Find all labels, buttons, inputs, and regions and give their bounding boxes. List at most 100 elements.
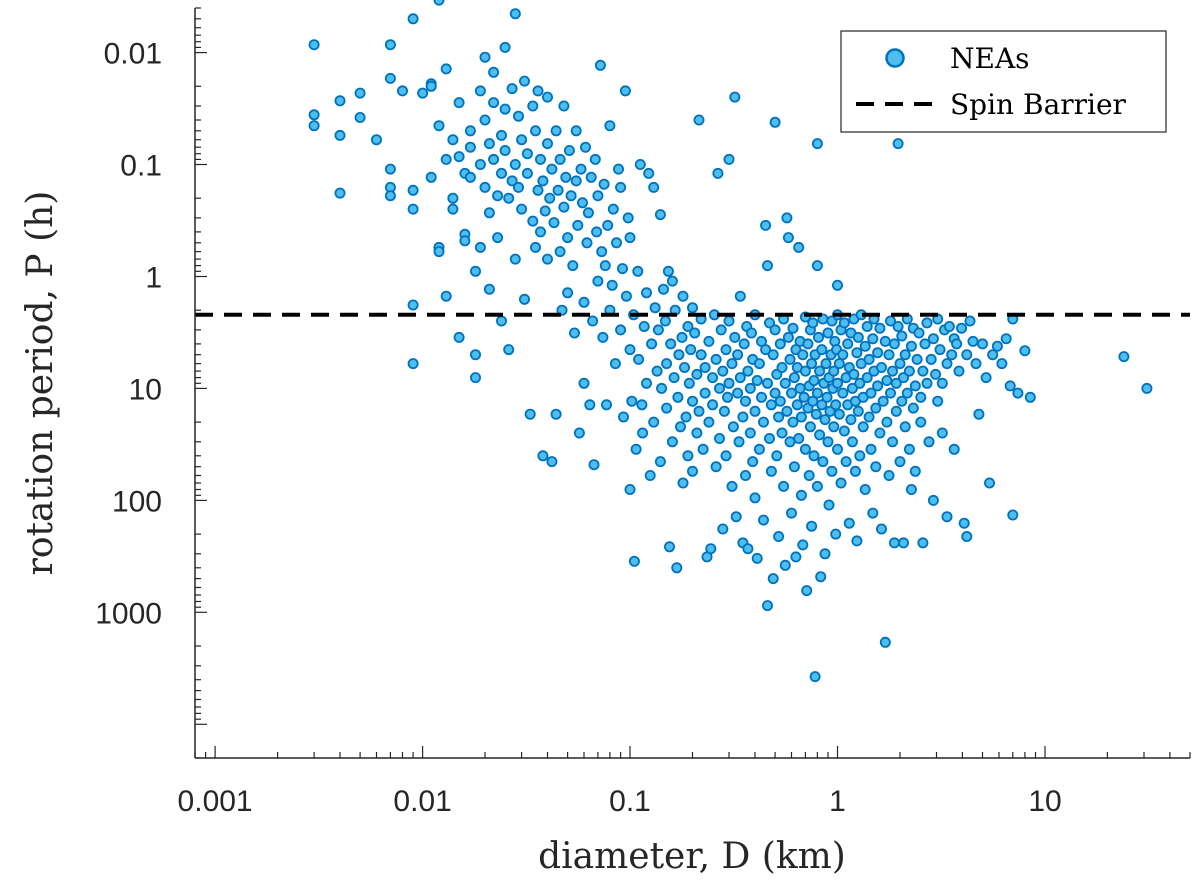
data-point bbox=[876, 361, 888, 373]
data-point bbox=[779, 377, 791, 389]
data-point bbox=[578, 377, 590, 389]
data-point bbox=[896, 395, 908, 407]
data-point bbox=[894, 358, 906, 370]
data-point bbox=[892, 320, 904, 332]
data-point bbox=[334, 129, 346, 141]
data-point bbox=[513, 110, 525, 122]
data-point bbox=[433, 246, 445, 258]
data-point bbox=[881, 416, 893, 428]
data-point bbox=[828, 365, 840, 377]
data-point bbox=[666, 436, 678, 448]
data-point bbox=[879, 335, 891, 347]
data-point bbox=[440, 63, 452, 75]
data-point bbox=[1007, 509, 1019, 521]
data-point bbox=[632, 265, 644, 277]
data-point bbox=[483, 283, 495, 295]
data-point bbox=[854, 450, 866, 462]
data-point bbox=[943, 320, 955, 332]
data-point bbox=[786, 507, 798, 519]
data-point bbox=[602, 219, 614, 231]
x-axis-label: diameter, D (km) bbox=[538, 836, 846, 877]
data-point bbox=[804, 421, 816, 433]
data-point bbox=[495, 315, 507, 327]
data-point bbox=[562, 287, 574, 299]
data-point bbox=[970, 358, 982, 370]
data-point bbox=[447, 203, 459, 215]
data-point bbox=[865, 443, 877, 455]
data-point bbox=[569, 327, 581, 339]
data-point bbox=[888, 537, 900, 549]
data-point bbox=[961, 349, 973, 361]
data-point bbox=[744, 427, 756, 439]
data-point bbox=[737, 411, 749, 423]
data-point bbox=[693, 114, 705, 126]
data-point bbox=[797, 349, 809, 361]
data-point bbox=[687, 465, 699, 477]
data-point bbox=[747, 456, 759, 468]
data-point bbox=[565, 190, 577, 202]
data-point bbox=[921, 377, 933, 389]
data-point bbox=[832, 279, 844, 291]
data-point bbox=[832, 443, 844, 455]
data-point bbox=[584, 399, 596, 411]
data-point bbox=[734, 290, 746, 302]
data-point bbox=[648, 416, 660, 428]
data-point bbox=[894, 456, 906, 468]
data-point bbox=[661, 402, 673, 414]
data-point bbox=[758, 416, 770, 428]
data-point bbox=[1118, 351, 1130, 363]
data-point bbox=[548, 217, 560, 229]
data-point bbox=[651, 365, 663, 377]
data-point bbox=[851, 347, 863, 359]
data-point bbox=[581, 237, 593, 249]
data-point bbox=[717, 365, 729, 377]
data-point bbox=[695, 349, 707, 361]
data-point bbox=[753, 443, 765, 455]
data-point bbox=[619, 85, 631, 97]
data-point bbox=[811, 387, 823, 399]
data-point bbox=[788, 461, 800, 473]
data-point bbox=[707, 372, 719, 384]
data-point bbox=[554, 153, 566, 165]
data-point bbox=[609, 358, 621, 370]
data-point bbox=[563, 144, 575, 156]
data-point bbox=[791, 399, 803, 411]
data-point bbox=[492, 190, 504, 202]
data-point bbox=[661, 358, 673, 370]
data-point bbox=[666, 275, 678, 287]
data-point bbox=[923, 436, 935, 448]
data-point bbox=[779, 559, 791, 571]
data-point bbox=[756, 391, 768, 403]
data-point bbox=[883, 469, 895, 481]
data-point bbox=[729, 91, 741, 103]
data-point bbox=[668, 372, 680, 384]
data-point bbox=[840, 456, 852, 468]
data-point bbox=[417, 87, 429, 99]
data-point bbox=[675, 421, 687, 433]
data-point bbox=[488, 153, 500, 165]
data-point bbox=[740, 395, 752, 407]
data-point bbox=[833, 358, 845, 370]
data-point bbox=[967, 335, 979, 347]
data-point bbox=[542, 91, 554, 103]
data-point bbox=[683, 377, 695, 389]
data-point bbox=[941, 511, 953, 523]
y-tick-label: 0.01 bbox=[104, 38, 162, 71]
data-point bbox=[509, 253, 521, 265]
data-point bbox=[811, 480, 823, 492]
data-point bbox=[769, 387, 781, 399]
data-point bbox=[828, 421, 840, 433]
data-point bbox=[846, 382, 858, 394]
data-point bbox=[712, 167, 724, 179]
data-point bbox=[516, 203, 528, 215]
data-point bbox=[575, 163, 587, 175]
data-point bbox=[732, 387, 744, 399]
data-point bbox=[524, 408, 536, 420]
data-point bbox=[492, 232, 504, 244]
data-point bbox=[479, 51, 491, 63]
data-point bbox=[606, 279, 618, 291]
data-point bbox=[634, 158, 646, 170]
data-point bbox=[774, 395, 786, 407]
data-point bbox=[567, 260, 579, 272]
data-point bbox=[980, 372, 992, 384]
